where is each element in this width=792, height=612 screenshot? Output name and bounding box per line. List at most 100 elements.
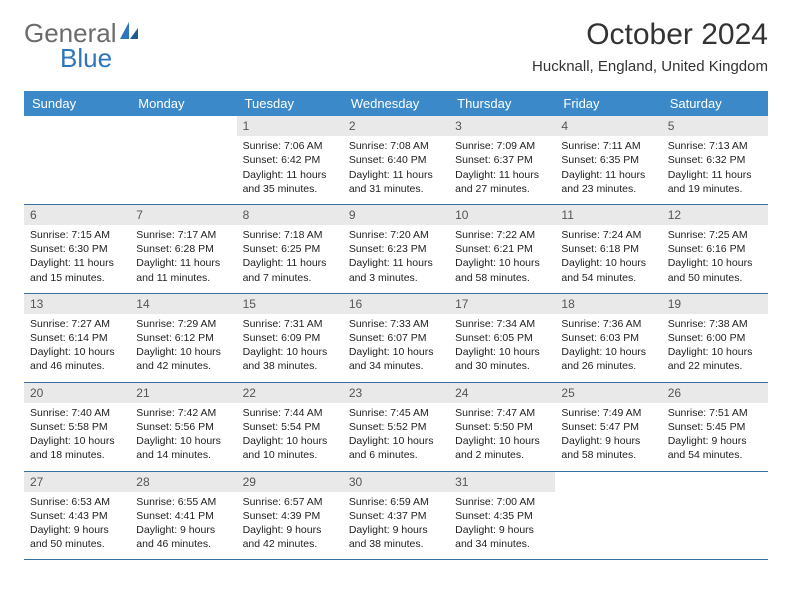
- sunset-text: Sunset: 5:54 PM: [243, 420, 337, 434]
- weekday-header: Sunday: [24, 91, 130, 116]
- daylight-text: Daylight: 11 hours and 7 minutes.: [243, 256, 337, 284]
- sunset-text: Sunset: 6:42 PM: [243, 153, 337, 167]
- sunset-text: Sunset: 5:50 PM: [455, 420, 549, 434]
- sunrise-text: Sunrise: 7:06 AM: [243, 139, 337, 153]
- day-number: 10: [449, 205, 555, 225]
- day-number: 24: [449, 383, 555, 403]
- calendar-day-cell: 7Sunrise: 7:17 AMSunset: 6:28 PMDaylight…: [130, 204, 236, 293]
- day-number: 26: [662, 383, 768, 403]
- daylight-text: Daylight: 10 hours and 6 minutes.: [349, 434, 443, 462]
- daylight-text: Daylight: 10 hours and 34 minutes.: [349, 345, 443, 373]
- sunset-text: Sunset: 6:18 PM: [561, 242, 655, 256]
- calendar-day-cell: 21Sunrise: 7:42 AMSunset: 5:56 PMDayligh…: [130, 382, 236, 471]
- sunrise-text: Sunrise: 7:51 AM: [668, 406, 762, 420]
- sunset-text: Sunset: 5:58 PM: [30, 420, 124, 434]
- daylight-text: Daylight: 11 hours and 35 minutes.: [243, 168, 337, 196]
- day-number: 13: [24, 294, 130, 314]
- sunrise-text: Sunrise: 7:18 AM: [243, 228, 337, 242]
- calendar-day-cell: 31Sunrise: 7:00 AMSunset: 4:35 PMDayligh…: [449, 471, 555, 560]
- sunrise-text: Sunrise: 7:25 AM: [668, 228, 762, 242]
- sunrise-text: Sunrise: 7:40 AM: [30, 406, 124, 420]
- daylight-text: Daylight: 9 hours and 50 minutes.: [30, 523, 124, 551]
- daylight-text: Daylight: 10 hours and 26 minutes.: [561, 345, 655, 373]
- daylight-text: Daylight: 11 hours and 23 minutes.: [561, 168, 655, 196]
- sunrise-text: Sunrise: 7:34 AM: [455, 317, 549, 331]
- day-number: 29: [237, 472, 343, 492]
- sunset-text: Sunset: 4:37 PM: [349, 509, 443, 523]
- calendar-day-cell: 28 Sunrise: 6:55 AMSunset: 4:41 PMDayligh…: [130, 471, 236, 560]
- sunrise-text: Sunrise: 7:45 AM: [349, 406, 443, 420]
- daylight-text: Daylight: 10 hours and 54 minutes.: [561, 256, 655, 284]
- sunset-text: Sunset: 6:40 PM: [349, 153, 443, 167]
- calendar-day-cell: 10 Sunrise: 7:22 AMSunset: 6:21 PMDayligh…: [449, 204, 555, 293]
- sunset-text: Sunset: 6:21 PM: [455, 242, 549, 256]
- sunrise-text: Sunrise: 7:15 AM: [30, 228, 124, 242]
- calendar-day-cell: 24Sunrise: 7:47 AMSunset: 5:50 PMDayligh…: [449, 382, 555, 471]
- calendar-day-cell: 19Sunrise: 7:38 AMSunset: 6:00 PMDayligh…: [662, 293, 768, 382]
- day-number: 3: [449, 116, 555, 136]
- day-number: 21: [130, 383, 236, 403]
- sunset-text: Sunset: 6:25 PM: [243, 242, 337, 256]
- calendar-day-cell: 17Sunrise: 7:34 AMSunset: 6:05 PMDayligh…: [449, 293, 555, 382]
- calendar-week-row: 20Sunrise: 7:40 AMSunset: 5:58 PMDayligh…: [24, 382, 768, 471]
- calendar-day-cell: 4 Sunrise: 7:11 AMSunset: 6:35 PMDaylight…: [555, 116, 661, 204]
- calendar-day-cell: 15Sunrise: 7:31 AMSunset: 6:09 PMDayligh…: [237, 293, 343, 382]
- sunset-text: Sunset: 4:39 PM: [243, 509, 337, 523]
- day-number: 18: [555, 294, 661, 314]
- weekday-header-row: Sunday Monday Tuesday Wednesday Thursday…: [24, 91, 768, 116]
- calendar-day-cell: 14Sunrise: 7:29 AMSunset: 6:12 PMDayligh…: [130, 293, 236, 382]
- sunrise-text: Sunrise: 7:29 AM: [136, 317, 230, 331]
- sunset-text: Sunset: 6:32 PM: [668, 153, 762, 167]
- sunset-text: Sunset: 6:12 PM: [136, 331, 230, 345]
- daylight-text: Daylight: 10 hours and 58 minutes.: [455, 256, 549, 284]
- day-number: 15: [237, 294, 343, 314]
- daylight-text: Daylight: 10 hours and 22 minutes.: [668, 345, 762, 373]
- day-number: 23: [343, 383, 449, 403]
- day-number: 4: [555, 116, 661, 136]
- logo-sail-icon: [119, 21, 141, 46]
- daylight-text: Daylight: 9 hours and 46 minutes.: [136, 523, 230, 551]
- sunset-text: Sunset: 6:03 PM: [561, 331, 655, 345]
- calendar-day-cell: 5Sunrise: 7:13 AMSunset: 6:32 PMDaylight…: [662, 116, 768, 204]
- daylight-text: Daylight: 10 hours and 10 minutes.: [243, 434, 337, 462]
- day-number: 6: [24, 205, 130, 225]
- daylight-text: Daylight: 10 hours and 14 minutes.: [136, 434, 230, 462]
- sunset-text: Sunset: 5:47 PM: [561, 420, 655, 434]
- day-number: 7: [130, 205, 236, 225]
- sunset-text: Sunset: 6:35 PM: [561, 153, 655, 167]
- sunset-text: Sunset: 6:09 PM: [243, 331, 337, 345]
- calendar-day-cell: 1Sunrise: 7:06 AMSunset: 6:42 PMDaylight…: [237, 116, 343, 204]
- calendar-day-cell: 16Sunrise: 7:33 AMSunset: 6:07 PMDayligh…: [343, 293, 449, 382]
- daylight-text: Daylight: 9 hours and 54 minutes.: [668, 434, 762, 462]
- calendar-day-cell: [662, 471, 768, 560]
- sunrise-text: Sunrise: 7:11 AM: [561, 139, 655, 153]
- sunrise-text: Sunrise: 7:00 AM: [455, 495, 549, 509]
- day-number: 12: [662, 205, 768, 225]
- sunrise-text: Sunrise: 7:47 AM: [455, 406, 549, 420]
- calendar-day-cell: [130, 116, 236, 204]
- calendar-day-cell: [555, 471, 661, 560]
- day-number: 27: [24, 472, 130, 492]
- day-number: 19: [662, 294, 768, 314]
- sunrise-text: Sunrise: 6:53 AM: [30, 495, 124, 509]
- day-number: 31: [449, 472, 555, 492]
- calendar-day-cell: 26 Sunrise: 7:51 AMSunset: 5:45 PMDayligh…: [662, 382, 768, 471]
- sunrise-text: Sunrise: 7:27 AM: [30, 317, 124, 331]
- sunrise-text: Sunrise: 7:22 AM: [455, 228, 549, 242]
- calendar-day-cell: 2Sunrise: 7:08 AMSunset: 6:40 PMDaylight…: [343, 116, 449, 204]
- day-number: 8: [237, 205, 343, 225]
- day-number: 14: [130, 294, 236, 314]
- sunset-text: Sunset: 4:41 PM: [136, 509, 230, 523]
- sunset-text: Sunset: 5:45 PM: [668, 420, 762, 434]
- daylight-text: Daylight: 10 hours and 30 minutes.: [455, 345, 549, 373]
- calendar-day-cell: 25Sunrise: 7:49 AMSunset: 5:47 PMDayligh…: [555, 382, 661, 471]
- sunrise-text: Sunrise: 6:57 AM: [243, 495, 337, 509]
- day-number: 25: [555, 383, 661, 403]
- day-number: 2: [343, 116, 449, 136]
- day-number: 30: [343, 472, 449, 492]
- logo: GeneralBlue: [24, 18, 141, 74]
- sunrise-text: Sunrise: 6:55 AM: [136, 495, 230, 509]
- day-number: 28: [130, 472, 236, 492]
- calendar-day-cell: [24, 116, 130, 204]
- sunrise-text: Sunrise: 7:42 AM: [136, 406, 230, 420]
